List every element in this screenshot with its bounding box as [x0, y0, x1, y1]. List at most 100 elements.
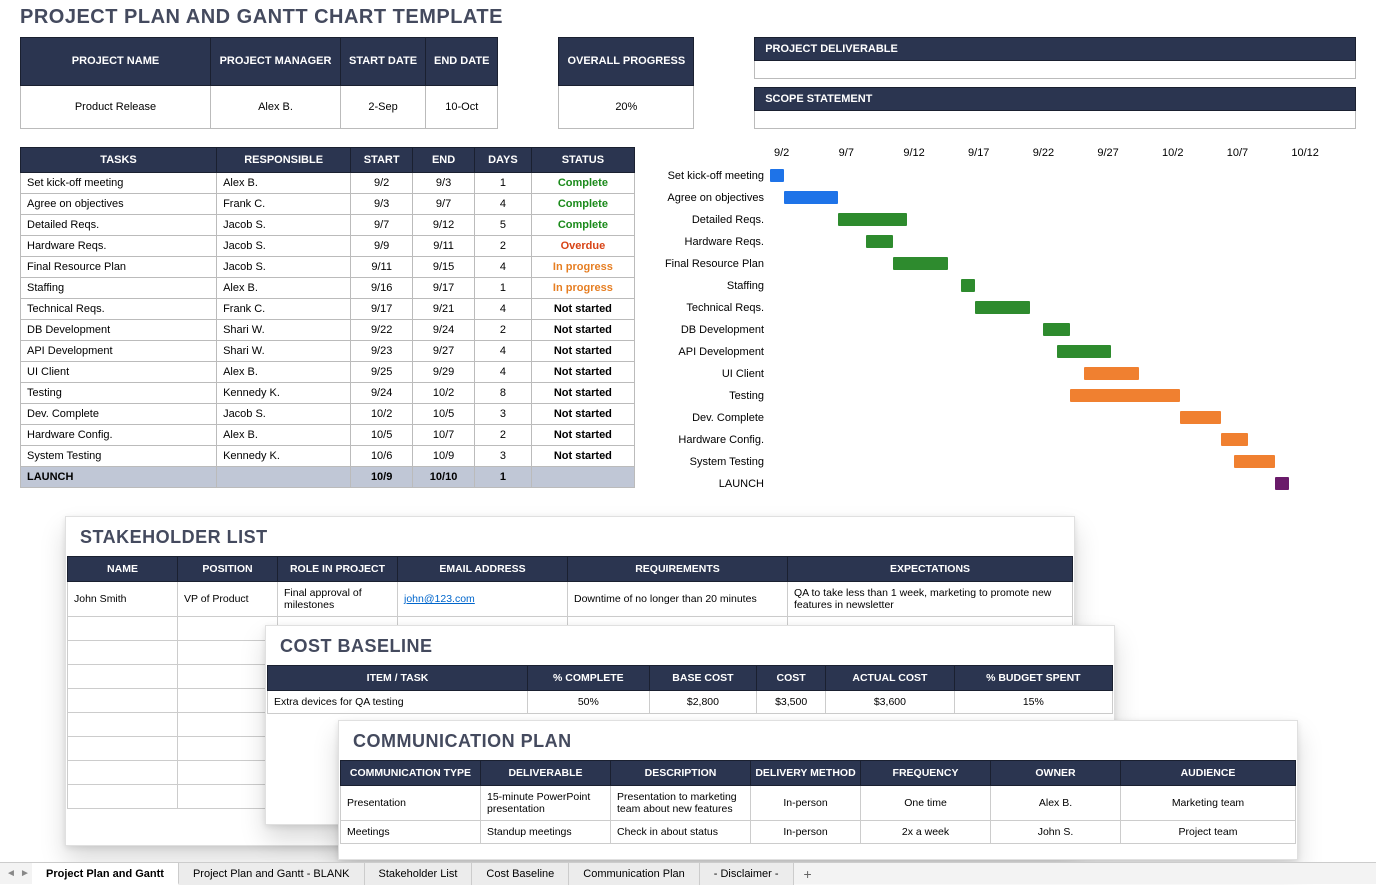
gantt-axis-label: 9/12: [903, 147, 968, 165]
cost-title: COST BASELINE: [266, 626, 1114, 665]
gantt-row-label: Hardware Config.: [655, 429, 770, 451]
gantt-axis-label: 10/2: [1162, 147, 1227, 165]
gantt-row: [770, 385, 1356, 407]
email-link[interactable]: john@123.com: [404, 593, 475, 605]
gantt-bar: [1057, 345, 1112, 358]
sheet-tab[interactable]: Stakeholder List: [365, 863, 473, 885]
task-header: END: [413, 148, 475, 173]
stakeholder-header: ROLE IN PROJECT: [278, 557, 398, 582]
comm-header: AUDIENCE: [1121, 761, 1296, 786]
gantt-bar: [784, 191, 839, 204]
table-row[interactable]: Dev. CompleteJacob S.10/210/53Not starte…: [21, 404, 635, 425]
gantt-row-label: Dev. Complete: [655, 407, 770, 429]
scope-body[interactable]: [754, 111, 1356, 129]
gantt-chart: Set kick-off meetingAgree on objectivesD…: [655, 147, 1356, 488]
gantt-row: [770, 297, 1356, 319]
task-header: RESPONSIBLE: [217, 148, 351, 173]
table-row[interactable]: Hardware Config.Alex B.10/510/72Not star…: [21, 425, 635, 446]
page-title: PROJECT PLAN AND GANTT CHART TEMPLATE: [0, 0, 1376, 37]
gantt-row-label: UI Client: [655, 363, 770, 385]
stakeholder-header: POSITION: [178, 557, 278, 582]
table-row[interactable]: StaffingAlex B.9/169/171In progress: [21, 278, 635, 299]
table-row[interactable]: Presentation15-minute PowerPoint present…: [341, 786, 1296, 821]
gantt-row: [770, 407, 1356, 429]
project-info-value: Alex B.: [211, 85, 341, 128]
comm-header: COMMUNICATION TYPE: [341, 761, 481, 786]
gantt-bar: [1180, 411, 1221, 424]
comm-header: FREQUENCY: [861, 761, 991, 786]
table-row[interactable]: DB DevelopmentShari W.9/229/242Not start…: [21, 320, 635, 341]
gantt-row: [770, 209, 1356, 231]
gantt-row-label: Hardware Reqs.: [655, 231, 770, 253]
table-row[interactable]: System TestingKennedy K.10/610/93Not sta…: [21, 446, 635, 467]
gantt-row: [770, 165, 1356, 187]
gantt-bar: [1221, 433, 1248, 446]
deliverable-body[interactable]: [754, 61, 1356, 79]
gantt-axis-label: 10/7: [1227, 147, 1292, 165]
table-row[interactable]: Final Resource PlanJacob S.9/119/154In p…: [21, 257, 635, 278]
project-info-header: PROJECT NAME: [21, 38, 211, 86]
table-row[interactable]: Agree on objectivesFrank C.9/39/74Comple…: [21, 194, 635, 215]
gantt-row: [770, 473, 1356, 495]
gantt-bar: [770, 169, 784, 182]
add-sheet-button[interactable]: +: [794, 866, 822, 882]
gantt-row-label: Testing: [655, 385, 770, 407]
project-info-header: START DATE: [341, 38, 426, 86]
tab-nav-left-icon[interactable]: ◄: [4, 868, 18, 879]
gantt-bar: [838, 213, 906, 226]
stakeholder-header: NAME: [68, 557, 178, 582]
table-row[interactable]: UI ClientAlex B.9/259/294Not started: [21, 362, 635, 383]
sheet-tab[interactable]: Project Plan and Gantt: [32, 863, 179, 885]
table-row[interactable]: MeetingsStandup meetingsCheck in about s…: [341, 821, 1296, 844]
task-header: DAYS: [475, 148, 532, 173]
comm-header: DELIVERY METHOD: [751, 761, 861, 786]
tasks-table: TASKSRESPONSIBLESTARTENDDAYSSTATUS Set k…: [20, 147, 635, 488]
gantt-bar: [1275, 477, 1289, 490]
progress-value: 20%: [559, 85, 694, 128]
gantt-row-label: Agree on objectives: [655, 187, 770, 209]
sheet-tab[interactable]: - Disclaimer -: [700, 863, 794, 885]
gantt-bar: [961, 279, 975, 292]
gantt-row-label: Final Resource Plan: [655, 253, 770, 275]
tab-nav-right-icon[interactable]: ►: [18, 868, 32, 879]
progress-table: OVERALL PROGRESS 20%: [558, 37, 694, 129]
gantt-row: [770, 429, 1356, 451]
comm-card: COMMUNICATION PLAN COMMUNICATION TYPE DEL…: [338, 720, 1298, 860]
gantt-axis-label: 9/2: [774, 147, 839, 165]
gantt-row-label: API Development: [655, 341, 770, 363]
gantt-row-label: System Testing: [655, 451, 770, 473]
gantt-row: [770, 319, 1356, 341]
project-info-value: 2-Sep: [341, 85, 426, 128]
gantt-row: [770, 363, 1356, 385]
table-row[interactable]: API DevelopmentShari W.9/239/274Not star…: [21, 341, 635, 362]
gantt-bar: [1084, 367, 1139, 380]
gantt-row-label: DB Development: [655, 319, 770, 341]
table-row[interactable]: Technical Reqs.Frank C.9/179/214Not star…: [21, 299, 635, 320]
sheet-tab[interactable]: Communication Plan: [569, 863, 700, 885]
table-row[interactable]: LAUNCH10/910/101: [21, 467, 635, 488]
task-header: STATUS: [531, 148, 634, 173]
sheet-tab[interactable]: Cost Baseline: [472, 863, 569, 885]
cost-header: COST: [757, 666, 826, 691]
gantt-row: [770, 231, 1356, 253]
table-row[interactable]: Detailed Reqs.Jacob S.9/79/125Complete: [21, 215, 635, 236]
gantt-bar: [866, 235, 893, 248]
gantt-axis-label: 10/12: [1291, 147, 1356, 165]
gantt-bar: [1070, 389, 1179, 402]
table-row[interactable]: TestingKennedy K.9/2410/28Not started: [21, 383, 635, 404]
comm-header: OWNER: [991, 761, 1121, 786]
gantt-axis-label: 9/17: [968, 147, 1033, 165]
deliverable-header: PROJECT DELIVERABLE: [754, 37, 1356, 61]
gantt-bar: [975, 301, 1030, 314]
sheet-tab[interactable]: Project Plan and Gantt - BLANK: [179, 863, 365, 885]
table-row[interactable]: Set kick-off meetingAlex B.9/29/31Comple…: [21, 173, 635, 194]
stakeholder-header: EXPECTATIONS: [788, 557, 1073, 582]
scope-header: SCOPE STATEMENT: [754, 87, 1356, 111]
stakeholder-header: REQUIREMENTS: [568, 557, 788, 582]
gantt-row: [770, 187, 1356, 209]
table-row[interactable]: Hardware Reqs.Jacob S.9/99/112Overdue: [21, 236, 635, 257]
project-info-header: END DATE: [426, 38, 498, 86]
gantt-bar: [1234, 455, 1275, 468]
comm-title: COMMUNICATION PLAN: [339, 721, 1297, 760]
stakeholder-header: EMAIL ADDRESS: [398, 557, 568, 582]
